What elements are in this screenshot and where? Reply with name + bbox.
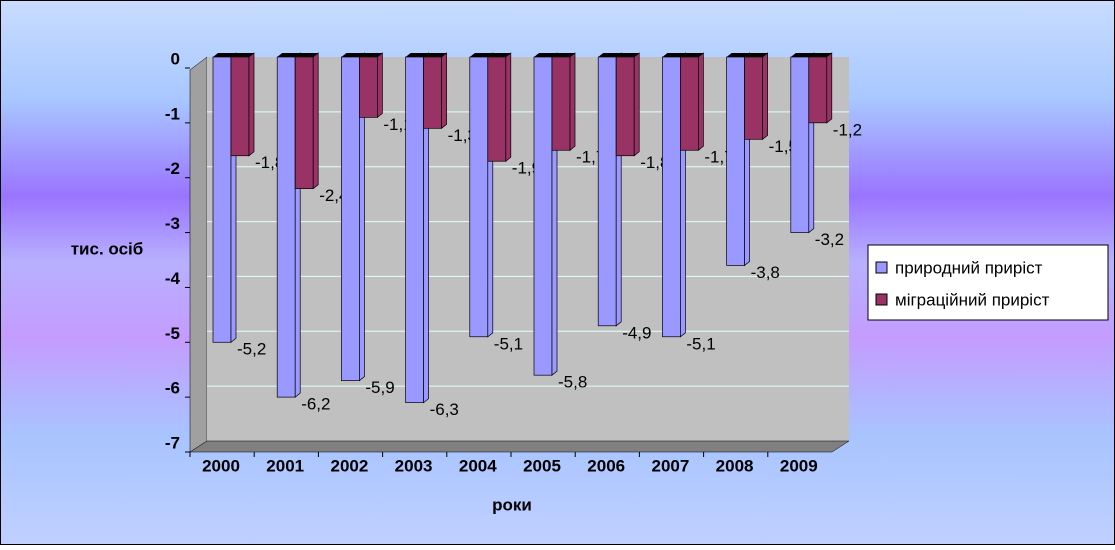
bar bbox=[533, 56, 553, 376]
bar bbox=[405, 56, 424, 403]
bar-top bbox=[359, 53, 383, 57]
x-tick-label: 2006 bbox=[587, 456, 625, 475]
data-label: -5,9 bbox=[365, 378, 394, 397]
legend bbox=[867, 244, 1109, 321]
bar-top bbox=[680, 53, 704, 57]
bar-side bbox=[312, 52, 319, 190]
bar-side bbox=[505, 52, 512, 162]
y-axis-title: тис. осіб bbox=[71, 239, 144, 258]
bar-top bbox=[487, 53, 511, 57]
y-tick-label: -2 bbox=[165, 159, 180, 178]
y-tick-label: -3 bbox=[165, 214, 180, 233]
bar-side bbox=[633, 52, 640, 157]
bar-top bbox=[616, 53, 640, 57]
data-label: -4,9 bbox=[622, 323, 651, 342]
x-tick-label: 2002 bbox=[330, 456, 368, 475]
legend-label: міграційний приріст bbox=[895, 290, 1050, 309]
x-axis-title: роки bbox=[492, 495, 532, 514]
x-tick-label: 2001 bbox=[266, 456, 304, 475]
bar bbox=[359, 56, 378, 118]
bar-top bbox=[726, 53, 750, 57]
data-label: -3,2 bbox=[815, 230, 844, 249]
data-label: -5,8 bbox=[558, 373, 587, 392]
bar bbox=[662, 56, 681, 338]
x-tick-label: 2003 bbox=[395, 456, 433, 475]
bar bbox=[341, 56, 360, 382]
bar bbox=[423, 56, 442, 129]
legend-swatch bbox=[875, 261, 888, 274]
bar-top bbox=[213, 53, 236, 57]
bar bbox=[680, 56, 699, 151]
bar-side bbox=[826, 52, 833, 124]
legend-label: природний приріст bbox=[895, 258, 1043, 277]
bar-side bbox=[441, 52, 447, 130]
data-label: -5,2 bbox=[237, 340, 266, 359]
x-tick-label: 2009 bbox=[780, 456, 818, 475]
bar bbox=[551, 56, 571, 151]
bar bbox=[212, 56, 232, 343]
x-tick-label: 2004 bbox=[459, 456, 497, 475]
y-tick-label: -7 bbox=[165, 433, 180, 452]
bar-top bbox=[405, 53, 429, 57]
bar-top bbox=[423, 53, 447, 57]
data-label: -6,3 bbox=[430, 400, 459, 419]
bar bbox=[726, 56, 745, 266]
bar-side bbox=[377, 52, 383, 119]
bar bbox=[230, 56, 250, 157]
bar-top bbox=[808, 53, 832, 57]
bar-top bbox=[277, 53, 301, 57]
bar-side bbox=[248, 52, 255, 157]
bar bbox=[487, 56, 507, 162]
bar-top bbox=[598, 53, 622, 57]
data-label: -5,1 bbox=[494, 334, 523, 353]
x-tick-label: 2000 bbox=[202, 456, 240, 475]
bar-top bbox=[341, 53, 365, 57]
legend-swatch bbox=[875, 293, 888, 306]
x-tick-label: 2005 bbox=[523, 456, 561, 475]
bar-top bbox=[744, 53, 768, 57]
bar-top bbox=[295, 53, 319, 57]
data-label: -5,1 bbox=[686, 334, 715, 353]
data-label: -3,8 bbox=[751, 263, 780, 282]
bar bbox=[294, 56, 314, 190]
bar-top bbox=[662, 53, 686, 57]
bar bbox=[597, 56, 617, 327]
data-label: -1,2 bbox=[833, 120, 862, 139]
y-tick-label: 0 bbox=[171, 49, 180, 68]
bar bbox=[744, 56, 763, 140]
x-tick-label: 2008 bbox=[716, 456, 754, 475]
bar-side bbox=[762, 52, 768, 141]
data-label: -6,2 bbox=[301, 395, 330, 414]
bar-side bbox=[569, 52, 576, 151]
y-tick-label: -6 bbox=[165, 379, 180, 398]
floor bbox=[189, 440, 850, 453]
bar-top bbox=[231, 53, 254, 57]
bar bbox=[276, 56, 296, 398]
bar bbox=[790, 56, 810, 233]
y-tick-label: -5 bbox=[165, 324, 180, 343]
side-wall bbox=[189, 56, 208, 453]
x-tick-label: 2007 bbox=[651, 456, 689, 475]
bar-top bbox=[469, 53, 493, 57]
bar bbox=[615, 56, 635, 157]
bar-top bbox=[790, 53, 814, 57]
bar-top bbox=[534, 53, 557, 57]
y-tick-label: -4 bbox=[165, 269, 181, 288]
bar-top bbox=[552, 53, 575, 57]
bar bbox=[808, 56, 828, 124]
bar bbox=[469, 56, 489, 338]
bar-side bbox=[698, 52, 704, 151]
y-tick-label: -1 bbox=[165, 104, 180, 123]
